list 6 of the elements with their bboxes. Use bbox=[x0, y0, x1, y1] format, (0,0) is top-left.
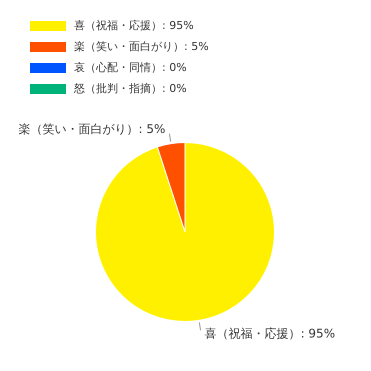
slice-label: 楽（笑い・面白がり）: 5% bbox=[18, 122, 166, 136]
legend-label: 喜（祝福・応援）: 95% bbox=[74, 18, 194, 33]
legend-label: 哀（心配・同情）: 0% bbox=[74, 60, 187, 75]
slice-label: 喜（祝福・応援）: 95% bbox=[204, 326, 336, 340]
legend-label: 怒（批判・指摘）: 0% bbox=[74, 81, 187, 96]
legend-label: 楽（笑い・面白がり）: 5% bbox=[74, 39, 209, 54]
